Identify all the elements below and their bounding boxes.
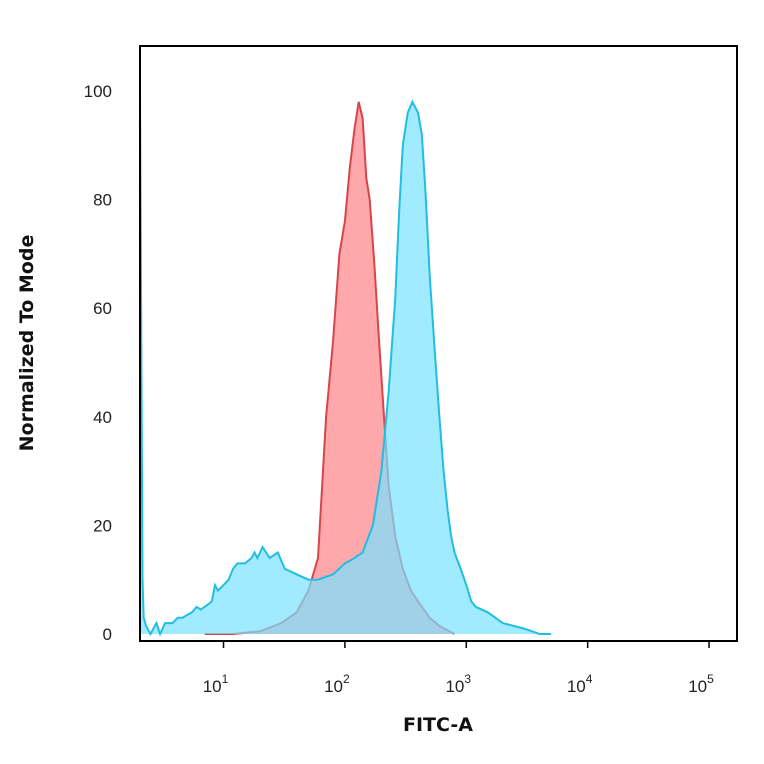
y-tick-label: 40: [93, 408, 112, 427]
x-axis-label: FITC-A: [403, 714, 473, 736]
x-tick-label: 104: [567, 672, 593, 696]
y-tick-label: 0: [103, 625, 112, 644]
series-1-area: [204, 101, 455, 634]
y-tick-label: 20: [93, 516, 112, 535]
x-tick-label: 101: [203, 672, 229, 696]
y-axis-ticks: 0 20 40 60 80 100: [84, 82, 112, 644]
x-axis-ticks: 101 102 103 104 105: [203, 641, 714, 696]
plot-area: [139, 90, 552, 637]
x-tick-label: 105: [688, 672, 714, 696]
series-2-line: [139, 90, 552, 637]
y-tick-label: 80: [93, 191, 112, 210]
x-tick-label: 103: [445, 672, 471, 696]
y-axis-label: Normalized To Mode: [16, 235, 38, 452]
y-tick-label: 60: [93, 299, 112, 318]
plot-frame: [139, 45, 738, 642]
y-tick-label: 100: [84, 82, 112, 101]
x-tick-label: 102: [324, 672, 350, 696]
